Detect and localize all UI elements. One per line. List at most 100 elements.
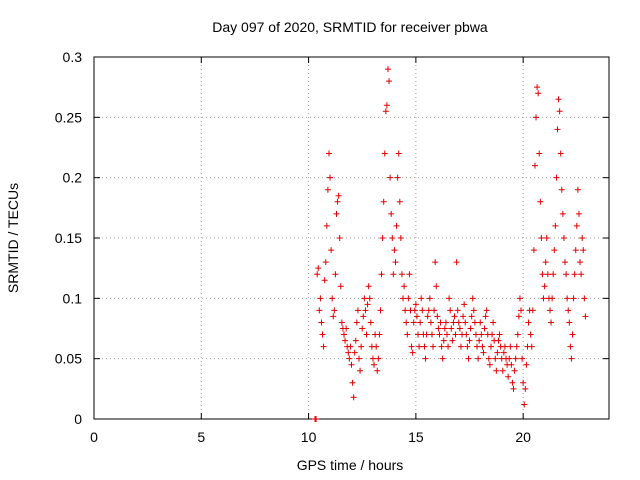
data-point	[538, 235, 545, 241]
data-point	[380, 198, 387, 205]
data-point	[419, 307, 426, 314]
data-point	[564, 295, 571, 302]
data-point	[543, 235, 550, 241]
data-point	[536, 150, 543, 157]
data-point	[360, 313, 367, 320]
data-point	[416, 343, 423, 350]
data-point	[441, 325, 448, 332]
data-point	[443, 331, 450, 338]
data-point	[331, 307, 338, 314]
data-point	[328, 247, 335, 254]
x-tick-label: 10	[301, 429, 317, 445]
x-tick-label: 20	[515, 429, 531, 445]
data-point	[329, 295, 336, 302]
data-point	[369, 355, 376, 362]
data-point	[531, 162, 538, 169]
data-point	[471, 319, 478, 326]
data-point	[466, 337, 473, 344]
data-point	[556, 108, 563, 115]
data-point	[501, 343, 508, 350]
data-point	[490, 319, 497, 326]
data-point	[387, 174, 394, 181]
chart-title: Day 097 of 2020, SRMTID for receiver pbw…	[212, 19, 488, 35]
data-point	[519, 355, 526, 362]
data-point	[499, 367, 506, 374]
data-point	[423, 331, 430, 338]
data-point	[515, 313, 522, 320]
data-point	[442, 319, 449, 326]
data-point	[451, 313, 458, 320]
data-point	[392, 259, 399, 266]
data-point	[347, 343, 354, 350]
data-point	[357, 367, 364, 374]
data-point	[579, 235, 586, 241]
data-point	[424, 313, 431, 320]
data-point	[520, 379, 527, 386]
data-point	[377, 307, 384, 314]
data-point	[546, 307, 553, 314]
data-point	[406, 271, 413, 278]
data-point	[363, 331, 370, 338]
data-point	[439, 355, 446, 362]
data-point	[435, 325, 442, 332]
data-point	[464, 343, 471, 350]
data-point	[427, 319, 434, 326]
data-point	[470, 307, 477, 314]
data-point	[489, 331, 496, 338]
data-point	[400, 295, 406, 302]
data-point	[388, 210, 395, 217]
data-point	[582, 313, 589, 320]
data-point	[401, 283, 408, 290]
data-point	[468, 313, 475, 320]
data-point	[511, 367, 518, 374]
data-point	[575, 210, 582, 217]
data-point	[318, 319, 325, 326]
data-point	[397, 235, 404, 241]
data-point	[324, 186, 331, 193]
data-point	[450, 319, 457, 326]
x-axis-label: GPS time / hours	[297, 457, 404, 473]
data-point	[568, 355, 575, 362]
data-point	[445, 343, 452, 350]
data-point	[559, 210, 566, 217]
data-point	[413, 313, 420, 320]
data-point	[513, 343, 520, 350]
data-point	[325, 150, 332, 157]
data-point	[475, 355, 482, 362]
data-point	[493, 367, 500, 374]
data-point	[375, 355, 382, 362]
data-point	[408, 343, 415, 350]
data-point	[426, 295, 433, 302]
data-point	[565, 307, 572, 314]
data-point	[448, 325, 455, 332]
data-point	[457, 343, 464, 350]
y-tick-label: 0.3	[63, 49, 83, 65]
y-tick-label: 0.15	[55, 230, 82, 246]
data-point	[346, 355, 353, 362]
data-point	[382, 108, 389, 115]
data-point	[534, 84, 541, 91]
data-point	[389, 235, 396, 241]
data-point	[552, 222, 559, 229]
data-point	[409, 349, 416, 356]
y-tick-label: 0.2	[63, 170, 83, 186]
data-point	[569, 331, 576, 338]
data-point	[356, 355, 363, 362]
axis-ticks: 0 0.05 0.1 0.15 0.2 0.25 0.3 0 5 10 15 20	[55, 49, 609, 445]
data-point	[521, 401, 528, 408]
data-point	[573, 222, 580, 229]
data-point	[320, 343, 327, 350]
data-point	[376, 331, 383, 338]
data-point	[440, 337, 447, 344]
data-point	[434, 313, 441, 320]
data-point	[321, 277, 328, 284]
data-point	[485, 355, 492, 362]
data-point	[514, 331, 521, 338]
data-point	[566, 319, 573, 326]
data-point	[374, 367, 381, 374]
data-point	[336, 235, 343, 241]
data-point	[431, 307, 438, 314]
data-point	[373, 343, 380, 350]
data-point	[430, 343, 437, 350]
data-point	[393, 222, 400, 229]
